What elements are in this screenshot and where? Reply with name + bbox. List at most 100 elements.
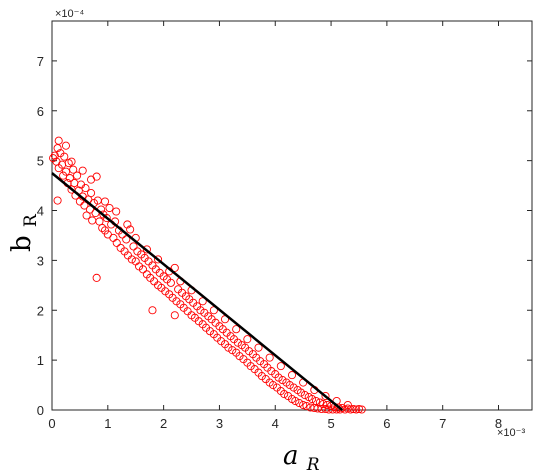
data-point [285, 381, 294, 390]
y-tick-label: 4 [37, 204, 44, 219]
data-point [142, 245, 151, 254]
x-tick-label: 1 [104, 416, 111, 431]
x-axis-exponent: ×10⁻³ [497, 427, 525, 439]
y-axis-title-main: b [7, 235, 37, 252]
data-point [127, 255, 136, 264]
data-point [100, 197, 110, 206]
data-point [105, 203, 114, 213]
data-point [300, 390, 309, 400]
data-point [265, 353, 274, 362]
data-point [254, 343, 263, 352]
data-point [346, 405, 355, 414]
data-point [60, 152, 69, 161]
data-point [321, 391, 330, 401]
data-point [122, 235, 131, 244]
data-point [61, 141, 71, 150]
data-point [54, 136, 63, 145]
data-point [276, 362, 285, 371]
data-point [170, 311, 179, 320]
data-point [268, 381, 278, 390]
data-point [354, 404, 364, 414]
data-point [343, 400, 352, 410]
data-point [100, 226, 110, 235]
data-point [153, 255, 163, 264]
data-point [302, 401, 311, 411]
data-point [75, 197, 84, 206]
data-point [228, 346, 237, 355]
data-point [102, 213, 111, 223]
data-point [295, 398, 304, 408]
data-point [82, 211, 91, 220]
y-axis-title-sub: R [21, 213, 41, 227]
data-point [233, 338, 242, 347]
data-point [274, 373, 283, 382]
data-point [67, 157, 76, 166]
y-tick-label: 3 [37, 253, 44, 268]
data-point [280, 389, 289, 399]
data-point [291, 396, 300, 406]
x-tick-label: 8 [495, 416, 502, 431]
data-point [87, 175, 96, 184]
data-point [323, 400, 332, 410]
data-point [299, 400, 308, 410]
x-tick-label: 2 [160, 416, 167, 431]
x-tick-label: 5 [327, 416, 334, 431]
data-point [349, 404, 358, 414]
x-tick-label: 4 [272, 416, 279, 431]
data-point [357, 405, 366, 414]
data-point [129, 242, 138, 251]
data-points [49, 136, 366, 414]
data-point [80, 201, 89, 210]
data-point [112, 238, 121, 247]
data-point [73, 171, 82, 180]
x-axis-title-main: a [283, 441, 299, 471]
plot-area [51, 20, 533, 411]
data-point [308, 394, 317, 404]
data-point [196, 306, 205, 315]
y-tick-label: 7 [37, 54, 44, 69]
data-point [319, 399, 328, 409]
data-point [138, 265, 148, 274]
x-tick-label: 0 [48, 416, 55, 431]
fit-line [51, 172, 344, 411]
y-tick-label: 2 [37, 303, 44, 318]
data-point [112, 207, 121, 216]
data-point [289, 383, 298, 392]
y-axis-title: b R [7, 213, 41, 252]
y-tick-label: 1 [37, 353, 44, 368]
y-axis-ticks: 0 1 2 3 4 5 6 7 [37, 54, 532, 418]
data-point [335, 405, 345, 414]
data-point [92, 273, 101, 282]
x-tick-label: 7 [439, 416, 446, 431]
data-point [243, 335, 252, 344]
data-point [50, 151, 59, 160]
data-point [98, 223, 107, 233]
x-tick-label: 6 [383, 416, 390, 431]
data-point [65, 174, 74, 183]
data-point [53, 196, 62, 205]
data-point [311, 396, 321, 406]
data-point [352, 405, 361, 414]
data-point [78, 166, 87, 175]
data-point [148, 306, 157, 315]
x-axis-title: a R [283, 441, 320, 475]
x-axis-title-sub: R [306, 455, 320, 475]
data-point [81, 184, 90, 193]
data-point [87, 189, 96, 198]
x-tick-label: 3 [216, 416, 223, 431]
data-point [278, 376, 287, 385]
y-tick-label: 5 [37, 154, 44, 169]
data-point [69, 165, 78, 174]
data-point [166, 278, 175, 287]
data-point [313, 404, 322, 413]
data-point [232, 325, 241, 334]
data-point [126, 225, 135, 234]
data-point [296, 388, 305, 397]
y-tick-label: 0 [37, 403, 44, 418]
data-point [61, 167, 71, 176]
data-point [224, 343, 233, 352]
data-point [123, 220, 132, 229]
y-tick-label: 6 [37, 104, 44, 119]
data-point [287, 371, 297, 380]
